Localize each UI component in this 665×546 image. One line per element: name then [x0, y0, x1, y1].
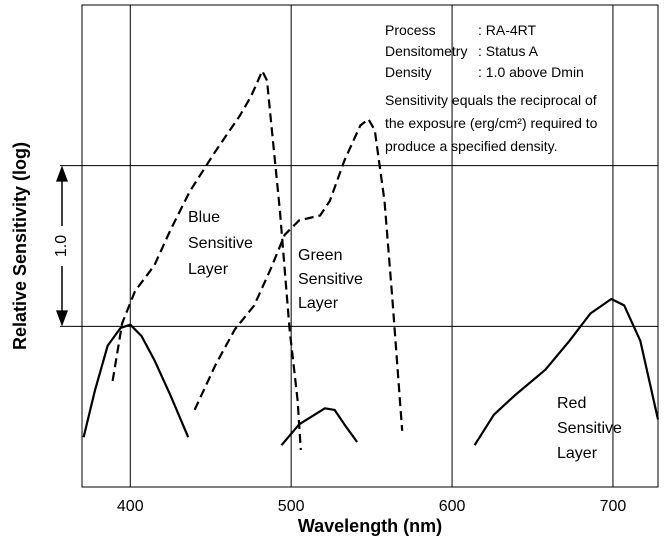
info-key: Densitometry — [385, 43, 467, 59]
info-value: : RA-4RT — [478, 22, 537, 38]
x-tick-label: 400 — [117, 498, 144, 515]
note-line: the exposure (erg/cm²) required to — [385, 115, 598, 131]
x-tick-label: 500 — [278, 498, 305, 515]
x-tick-label: 600 — [439, 498, 466, 515]
series-label: Green — [298, 247, 342, 264]
series-line — [193, 118, 404, 431]
scale-label: 1.0 — [53, 235, 70, 257]
series-label: Sensitive — [557, 420, 622, 437]
series-label: Red — [557, 395, 586, 412]
series-line — [111, 69, 302, 451]
series-label: Blue — [188, 209, 220, 226]
note-line: Sensitivity equals the reciprocal of — [385, 92, 597, 108]
series-label: Layer — [557, 445, 598, 462]
x-axis-label: Wavelength (nm) — [298, 516, 442, 536]
series-label: Layer — [188, 261, 229, 278]
info-key: Density — [385, 64, 432, 80]
plot-frame — [81, 4, 659, 488]
series-label: Sensitive — [188, 235, 253, 252]
series-label: Sensitive — [298, 271, 363, 288]
series-line — [82, 297, 660, 446]
info-key: Process — [385, 22, 436, 38]
info-value: : 1.0 above Dmin — [478, 64, 584, 80]
x-tick-label: 700 — [600, 498, 627, 515]
series-label: Layer — [298, 295, 339, 312]
scale-label-bg — [53, 226, 71, 266]
info-value: : Status A — [478, 43, 539, 59]
y-axis-label: Relative Sensitivity (log) — [10, 142, 30, 350]
note-line: produce a specified density. — [385, 138, 558, 154]
